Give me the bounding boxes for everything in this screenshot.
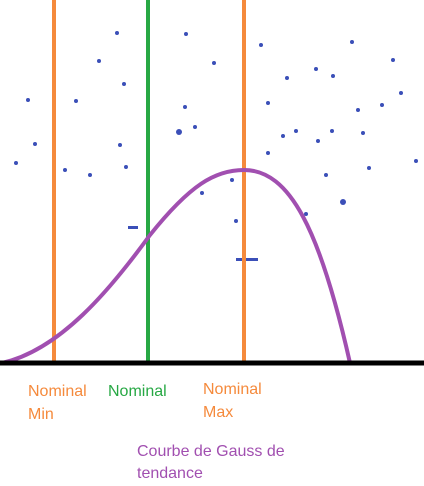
label-line: Nominal bbox=[108, 383, 167, 400]
gauss-curve bbox=[1, 167, 352, 365]
label-line: Min bbox=[28, 406, 54, 423]
scatter-dots bbox=[14, 31, 418, 261]
curve-label: Courbe de Gauss de bbox=[137, 443, 285, 460]
curve-label: tendance bbox=[137, 465, 203, 482]
label-line: Max bbox=[203, 404, 233, 421]
label-line: Nominal bbox=[203, 381, 262, 398]
label-line: Nominal bbox=[28, 383, 87, 400]
